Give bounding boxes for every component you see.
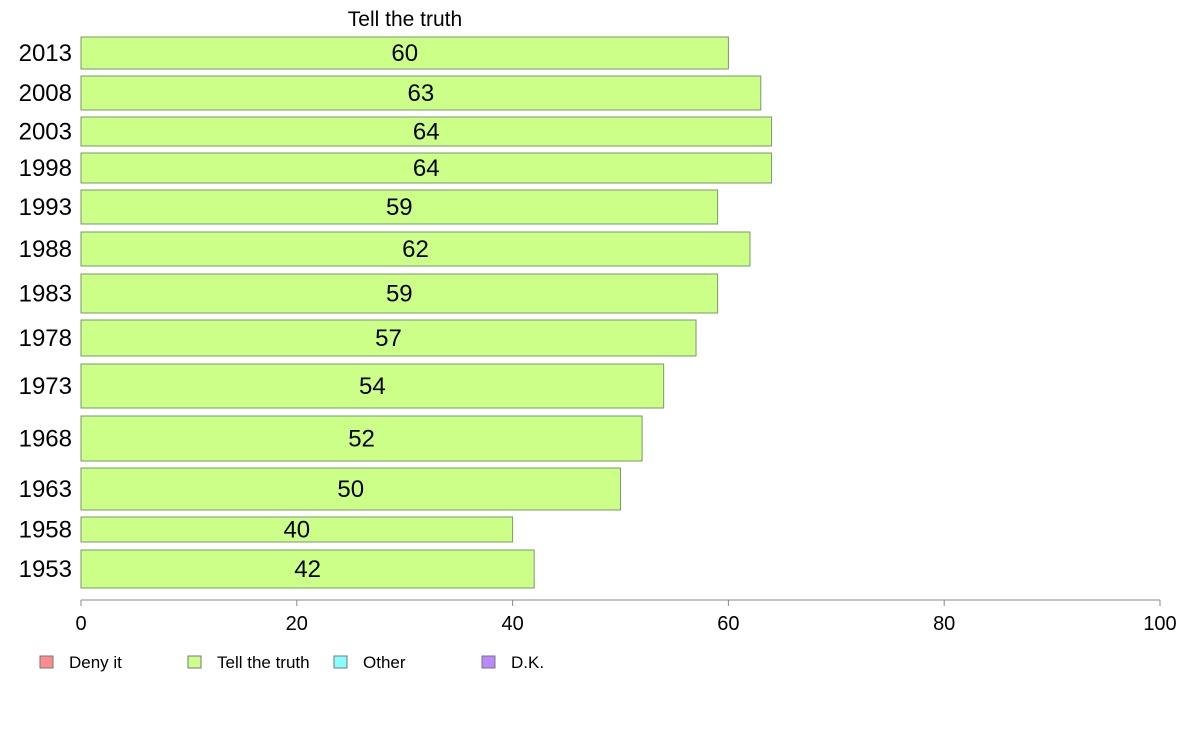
x-axis: 0 20 40 60 80 100 (75, 599, 1177, 635)
category-label: 2013 (19, 40, 72, 67)
value-label: 42 (294, 556, 321, 583)
category-label: 2003 (19, 119, 72, 146)
category-label: 1963 (19, 476, 72, 503)
category-label: 1983 (19, 281, 72, 308)
category-label: 1958 (19, 517, 72, 544)
chart-title: Tell the truth (348, 8, 462, 31)
category-label: 1988 (19, 236, 72, 263)
category-label: 1993 (19, 194, 72, 221)
bar (80, 319, 697, 357)
value-label: 57 (375, 325, 402, 352)
bar (80, 415, 643, 462)
category-label: 1973 (19, 373, 72, 400)
bar (80, 363, 665, 409)
bars-group: 60 2013 63 2008 64 2003 64 1998 59 1993 62 1988 59 19… (19, 36, 773, 589)
value-label: 59 (386, 281, 413, 308)
bar (80, 152, 773, 184)
bar (80, 231, 751, 267)
category-label: 2008 (19, 80, 72, 107)
category-label: 1998 (19, 155, 72, 182)
legend-swatch (481, 655, 496, 669)
bar (80, 36, 729, 70)
value-label: 62 (402, 236, 429, 263)
legend-label: D.K. (511, 653, 544, 672)
x-tick-label: 60 (717, 613, 739, 635)
value-label: 60 (391, 40, 418, 67)
x-tick-label: 20 (286, 613, 308, 635)
x-tick-label: 100 (1143, 613, 1176, 635)
bar (80, 467, 621, 511)
value-label: 59 (386, 194, 413, 221)
bar (80, 75, 762, 111)
bar (80, 516, 514, 543)
legend: Deny it Tell the truth Other D.K. (39, 653, 544, 672)
bar (80, 116, 773, 147)
legend-swatch (333, 655, 348, 669)
legend-swatch (39, 655, 54, 669)
legend-label: Tell the truth (217, 653, 310, 672)
x-tick-label: 80 (933, 613, 955, 635)
legend-label: Other (363, 653, 406, 672)
bar (80, 189, 719, 225)
category-label: 1953 (19, 556, 72, 583)
value-label: 40 (283, 517, 310, 544)
category-label: 1968 (19, 426, 72, 453)
value-label: 52 (348, 426, 375, 453)
category-label: 1978 (19, 325, 72, 352)
value-label: 64 (413, 119, 440, 146)
value-label: 54 (359, 373, 386, 400)
value-label: 64 (413, 155, 440, 182)
bar (80, 273, 719, 314)
value-label: 50 (337, 476, 364, 503)
legend-swatch (187, 655, 202, 669)
x-tick-label: 40 (501, 613, 523, 635)
x-tick-label: 0 (75, 613, 86, 635)
legend-label: Deny it (69, 653, 122, 672)
bar (80, 549, 535, 589)
value-label: 63 (408, 80, 435, 107)
